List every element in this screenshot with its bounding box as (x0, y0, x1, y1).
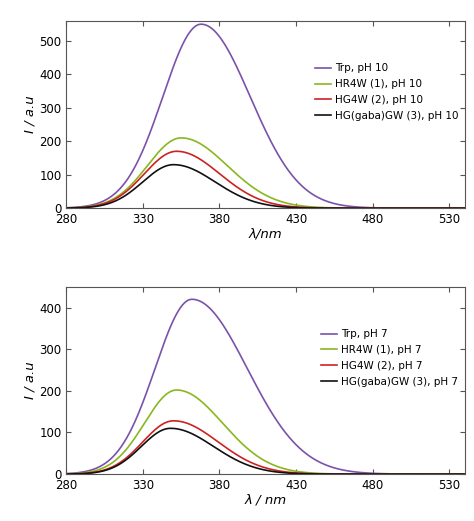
HG4W (2), pH 10 (462, 205, 467, 212)
HG(gaba)GW (3), pH 7 (257, 466, 263, 472)
HG4W (2), pH 10 (450, 205, 456, 212)
HG(gaba)GW (3), pH 10 (171, 162, 176, 168)
HG(gaba)GW (3), pH 7 (462, 471, 467, 477)
HG(gaba)GW (3), pH 10 (462, 205, 467, 212)
Trp, pH 7 (462, 471, 467, 477)
HG4W (2), pH 7 (171, 418, 176, 424)
HG(gaba)GW (3), pH 10 (64, 205, 69, 211)
Line: HR4W (1), pH 7: HR4W (1), pH 7 (66, 390, 465, 474)
Legend: Trp, pH 10, HR4W (1), pH 10, HG4W (2), pH 10, HG(gaba)GW (3), pH 10: Trp, pH 10, HR4W (1), pH 10, HG4W (2), p… (311, 59, 463, 125)
HR4W (1), pH 10 (178, 135, 184, 141)
Trp, pH 10 (257, 116, 263, 122)
HG4W (2), pH 10 (174, 148, 180, 154)
HG(gaba)GW (3), pH 7 (84, 470, 90, 477)
Line: HG4W (2), pH 10: HG4W (2), pH 10 (66, 151, 465, 208)
HR4W (1), pH 7 (462, 471, 467, 477)
HG4W (2), pH 7 (450, 471, 456, 477)
Line: HG(gaba)GW (3), pH 10: HG(gaba)GW (3), pH 10 (66, 165, 465, 208)
HG4W (2), pH 7 (64, 471, 69, 477)
HR4W (1), pH 10 (64, 205, 69, 211)
HG(gaba)GW (3), pH 7 (64, 471, 69, 477)
HG(gaba)GW (3), pH 10 (377, 205, 383, 212)
HG(gaba)GW (3), pH 7 (247, 463, 253, 469)
HG(gaba)GW (3), pH 7 (450, 471, 456, 477)
HG(gaba)GW (3), pH 7 (450, 471, 456, 477)
HR4W (1), pH 7 (84, 469, 90, 476)
Trp, pH 10 (84, 203, 90, 209)
Line: HR4W (1), pH 10: HR4W (1), pH 10 (66, 138, 465, 208)
HG4W (2), pH 7 (257, 463, 263, 469)
HR4W (1), pH 10 (450, 205, 456, 212)
HR4W (1), pH 7 (450, 471, 456, 477)
HG4W (2), pH 10 (84, 204, 90, 210)
HG4W (2), pH 7 (450, 471, 456, 477)
Trp, pH 7 (377, 470, 383, 477)
HR4W (1), pH 10 (257, 189, 263, 195)
HG4W (2), pH 10 (247, 192, 253, 198)
HG(gaba)GW (3), pH 7 (168, 425, 173, 431)
HG(gaba)GW (3), pH 10 (450, 205, 456, 212)
Trp, pH 10 (64, 205, 69, 211)
Trp, pH 7 (257, 390, 263, 396)
HG(gaba)GW (3), pH 10 (257, 200, 263, 206)
Trp, pH 10 (247, 92, 253, 98)
HG(gaba)GW (3), pH 10 (450, 205, 456, 212)
Trp, pH 7 (450, 471, 456, 477)
HG(gaba)GW (3), pH 7 (377, 471, 383, 477)
HG4W (2), pH 10 (450, 205, 456, 212)
Trp, pH 7 (64, 470, 69, 477)
Line: HG4W (2), pH 7: HG4W (2), pH 7 (66, 421, 465, 474)
HR4W (1), pH 7 (450, 471, 456, 477)
Trp, pH 10 (450, 205, 456, 212)
Legend: Trp, pH 7, HR4W (1), pH 7, HG4W (2), pH 7, HG(gaba)GW (3), pH 7: Trp, pH 7, HR4W (1), pH 7, HG4W (2), pH … (317, 325, 463, 391)
HG4W (2), pH 10 (377, 205, 383, 212)
Trp, pH 10 (450, 205, 456, 212)
Y-axis label: I / a.u: I / a.u (24, 96, 36, 133)
HG(gaba)GW (3), pH 10 (247, 197, 253, 203)
Trp, pH 10 (377, 205, 383, 211)
HR4W (1), pH 10 (247, 182, 253, 188)
Line: HG(gaba)GW (3), pH 7: HG(gaba)GW (3), pH 7 (66, 428, 465, 474)
Trp, pH 7 (84, 468, 90, 474)
HG4W (2), pH 7 (462, 471, 467, 477)
HG4W (2), pH 7 (377, 471, 383, 477)
HG4W (2), pH 10 (64, 205, 69, 211)
Trp, pH 7 (450, 471, 456, 477)
Trp, pH 7 (247, 370, 253, 376)
X-axis label: λ / nm: λ / nm (245, 493, 286, 506)
HR4W (1), pH 7 (64, 471, 69, 477)
HR4W (1), pH 7 (174, 387, 180, 393)
HG(gaba)GW (3), pH 10 (84, 204, 90, 210)
HR4W (1), pH 10 (450, 205, 456, 212)
Y-axis label: I / a.u: I / a.u (24, 362, 36, 399)
Line: Trp, pH 7: Trp, pH 7 (66, 299, 465, 474)
Trp, pH 7 (189, 296, 195, 302)
HR4W (1), pH 7 (257, 455, 263, 461)
X-axis label: λ/nm: λ/nm (249, 227, 282, 240)
HR4W (1), pH 10 (377, 205, 383, 211)
HG4W (2), pH 10 (257, 196, 263, 203)
HR4W (1), pH 10 (84, 204, 90, 210)
HR4W (1), pH 10 (462, 205, 467, 212)
Trp, pH 10 (462, 205, 467, 212)
HR4W (1), pH 7 (247, 447, 253, 453)
HR4W (1), pH 7 (377, 471, 383, 477)
HG4W (2), pH 7 (247, 458, 253, 465)
Line: Trp, pH 10: Trp, pH 10 (66, 24, 465, 208)
Trp, pH 10 (198, 21, 204, 27)
HG4W (2), pH 7 (84, 470, 90, 476)
